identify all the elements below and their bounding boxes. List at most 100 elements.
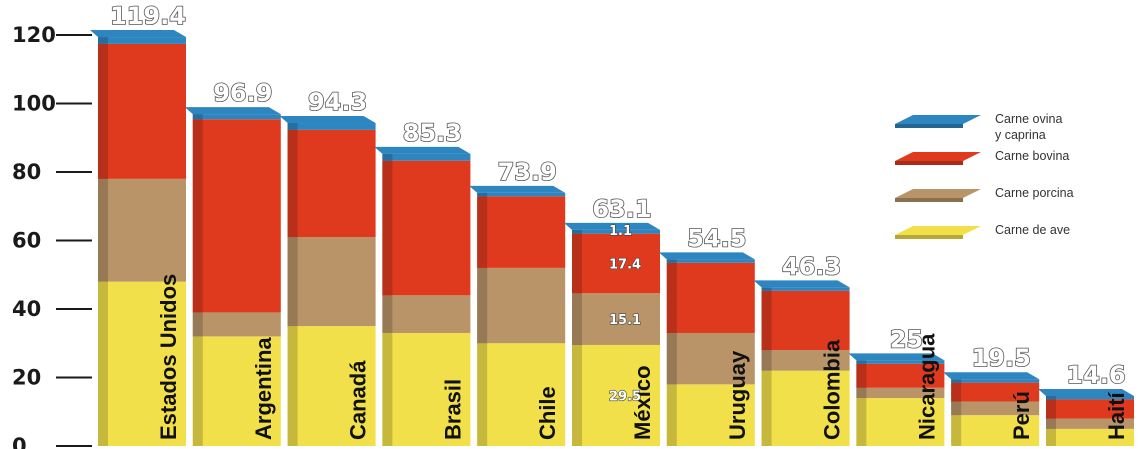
bar-segment xyxy=(761,287,850,291)
segment-value-label: 17.4 xyxy=(609,257,641,272)
bar-segment xyxy=(856,398,945,446)
bar-segment xyxy=(477,196,566,268)
bar-segment xyxy=(1046,395,1134,400)
bar-segment xyxy=(287,237,376,327)
bar-segment-shade xyxy=(98,178,108,282)
segment-value-label: 29.5 xyxy=(609,389,641,404)
bar-segment-shade xyxy=(951,415,962,446)
bar-total-label: 63.1 xyxy=(592,195,651,223)
legend-label: Carne bovina xyxy=(995,149,1069,163)
bar-segment xyxy=(666,262,755,333)
bar-stack xyxy=(753,280,850,446)
bar-segment xyxy=(382,295,471,333)
legend-label: y caprina xyxy=(995,128,1046,142)
bar-segment xyxy=(382,332,471,446)
bar-segment-shade xyxy=(382,295,393,333)
bars xyxy=(90,30,1134,446)
bar-segment-shade xyxy=(856,360,867,364)
bar-segment-shade xyxy=(1046,418,1056,429)
bar-segment-shade xyxy=(951,379,962,383)
category-label: Nicaragua xyxy=(914,333,939,440)
labels: 119.4 Estados Unidos 96.9 Argentina 94.3 Cana… xyxy=(109,1,1129,440)
y-tick-label: 0 xyxy=(12,434,27,449)
bar-segment xyxy=(572,293,660,345)
bar-segment-shade xyxy=(477,267,488,344)
bar-segment xyxy=(1046,418,1134,429)
legend-swatch-edge xyxy=(895,124,963,128)
legend-entry: Carne ovina y caprina xyxy=(895,112,1062,142)
bar-stack xyxy=(469,185,566,446)
bar-segment xyxy=(951,379,1040,383)
y-tick-label: 120 xyxy=(12,23,56,47)
bar-total-label: 54.5 xyxy=(687,224,746,252)
bar-segment-shade xyxy=(761,350,772,371)
bar-total-label: 96.9 xyxy=(213,79,272,107)
y-tick-label: 40 xyxy=(12,297,41,321)
bar-segment xyxy=(761,290,850,351)
bar-segment xyxy=(382,160,471,296)
bar-segment-shade xyxy=(761,287,772,291)
legend-swatch xyxy=(895,189,981,198)
bar-top-face xyxy=(374,146,471,154)
legend-swatch xyxy=(895,226,981,235)
bar-segment-shade xyxy=(287,123,298,130)
bar-segment-shade xyxy=(1046,395,1056,400)
bar-total-label: 94.3 xyxy=(308,88,367,116)
bar-stack xyxy=(184,107,281,446)
bar-segment-shade xyxy=(192,312,203,337)
bar-segment-shade xyxy=(287,237,298,327)
category-label: Brasil xyxy=(440,379,465,440)
bar-segment-shade xyxy=(666,384,677,446)
bar-top-face xyxy=(469,185,566,193)
bar-top-face xyxy=(943,372,1040,380)
bar-segment xyxy=(761,350,850,371)
bar-segment-shade xyxy=(572,344,582,446)
bar-segment-shade xyxy=(572,233,582,294)
segment-value-label: 1.1 xyxy=(609,224,632,239)
bar-total-label: 25 xyxy=(890,325,923,353)
bar-stack xyxy=(1038,388,1134,446)
bar-segment xyxy=(666,259,755,263)
bar-segment-shade xyxy=(382,332,393,446)
bar-segment xyxy=(1046,428,1134,446)
bar-top-face xyxy=(184,107,281,115)
bar-segment xyxy=(951,382,1040,402)
bar-segment xyxy=(666,332,755,385)
category-label: Argentina xyxy=(251,337,276,440)
bar-segment xyxy=(192,312,281,337)
bar-segment-shade xyxy=(1046,399,1056,419)
bar-top-face xyxy=(753,280,850,288)
legend-swatch-edge xyxy=(895,198,963,202)
bar-segment-shade xyxy=(192,336,203,446)
bar-segment-shade xyxy=(98,43,108,179)
bar-stack xyxy=(848,353,945,446)
bar-segment-shade xyxy=(856,387,867,399)
bar-total-label: 73.9 xyxy=(498,158,557,186)
bar-segment xyxy=(192,119,281,313)
bar-segment-shade xyxy=(856,398,867,446)
bar-segment-shade xyxy=(572,229,582,234)
bar-segment xyxy=(666,384,755,446)
bar-total-label: 19.5 xyxy=(972,344,1031,372)
bar-segment-shade xyxy=(1046,428,1056,446)
category-label: Estados Unidos xyxy=(156,274,181,440)
bar-segment xyxy=(572,229,660,234)
segment-value-label: 15.1 xyxy=(609,313,641,328)
legend-label: Carne de ave xyxy=(995,223,1070,237)
bar-total-label: 85.3 xyxy=(403,119,462,147)
bar-segment-shade xyxy=(477,196,488,268)
bar-segment xyxy=(856,363,945,388)
bar-segment xyxy=(856,387,945,399)
bar-stack xyxy=(658,252,755,446)
legend-swatch xyxy=(895,115,981,124)
bar-segment xyxy=(98,281,186,446)
bar-segment xyxy=(856,360,945,364)
legend-label: Carne ovina xyxy=(995,112,1062,126)
category-label: Chile xyxy=(535,386,560,440)
bar-segment-shade xyxy=(761,370,772,446)
bar-segment-shade xyxy=(666,259,677,263)
bar-total-label: 14.6 xyxy=(1066,361,1125,389)
bar-segment-shade xyxy=(98,281,108,446)
bar-segment xyxy=(1046,399,1134,419)
